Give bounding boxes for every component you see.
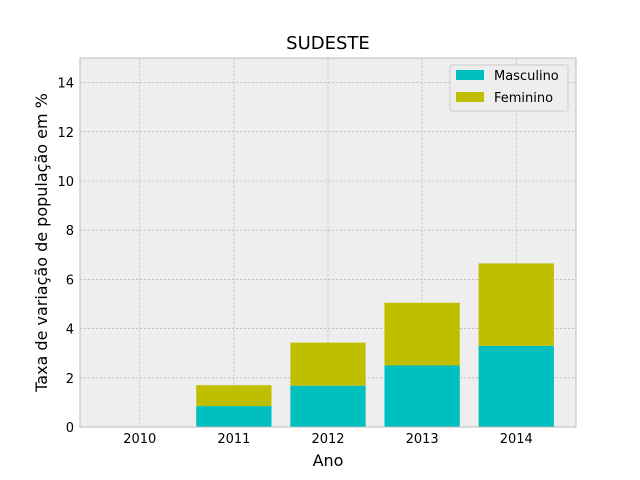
x-tick-label: 2014 xyxy=(500,432,533,447)
y-axis-label: Taxa de variação de população em % xyxy=(32,93,51,393)
chart-title: SUDESTE xyxy=(286,33,370,54)
y-tick-label: 14 xyxy=(57,77,74,92)
legend-label-feminino: Feminino xyxy=(494,91,553,106)
y-tick-label: 8 xyxy=(66,224,74,239)
bar-masculino-2014 xyxy=(478,345,554,427)
bars xyxy=(196,263,554,427)
x-ticks: 2010 2011 2012 2013 2014 xyxy=(123,432,533,447)
x-tick-label: 2010 xyxy=(123,432,156,447)
y-tick-label: 2 xyxy=(66,372,74,387)
x-tick-label: 2013 xyxy=(406,432,439,447)
x-tick-label: 2012 xyxy=(311,432,344,447)
x-axis-label: Ano xyxy=(313,451,344,470)
y-tick-label: 12 xyxy=(57,126,74,141)
bar-feminino-2012 xyxy=(290,342,366,386)
legend-swatch-masculino xyxy=(456,70,484,80)
bar-masculino-2012 xyxy=(290,385,366,427)
bar-feminino-2011 xyxy=(196,385,272,407)
x-tick-label: 2011 xyxy=(217,432,250,447)
bar-feminino-2014 xyxy=(478,263,554,346)
y-ticks: 0 2 4 6 8 10 12 14 xyxy=(57,77,74,436)
bar-masculino-2011 xyxy=(196,406,272,427)
bar-feminino-2013 xyxy=(384,302,460,366)
y-tick-label: 6 xyxy=(66,273,74,288)
y-tick-label: 4 xyxy=(66,323,74,338)
y-tick-label: 0 xyxy=(66,421,74,436)
y-tick-label: 10 xyxy=(57,175,74,190)
plot-frame xyxy=(79,57,577,428)
legend-label-masculino: Masculino xyxy=(494,69,559,84)
legend: Masculino Feminino xyxy=(449,64,569,112)
bar-masculino-2013 xyxy=(384,365,460,427)
legend-swatch-feminino xyxy=(456,92,484,102)
